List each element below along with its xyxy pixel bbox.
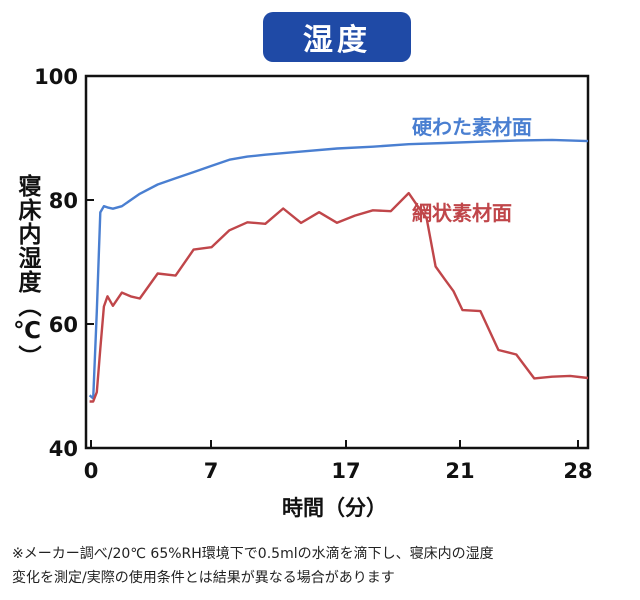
x-tick-label: 0 — [84, 459, 99, 483]
series-line-mesh — [89, 191, 589, 403]
x-axis-label: 時間（分） — [282, 496, 387, 520]
y-tick-label: 80 — [49, 189, 78, 213]
footnote-line-1: ※メーカー調べ/20℃ 65%RH環境下で0.5mlの水滴を滴下し、寝床内の湿度 — [12, 546, 494, 562]
y-axis-label: 寝床内湿度（℃） — [14, 174, 40, 369]
x-tick-label: 7 — [204, 459, 219, 483]
chart-title: 湿度 — [303, 23, 371, 58]
series-line-hard-cotton — [88, 138, 589, 400]
chart-title-badge: 湿度 — [263, 12, 411, 62]
series-label-hard-cotton: 硬わた素材面 — [412, 115, 532, 139]
y-tick-label: 40 — [49, 437, 78, 461]
y-tick-label: 60 — [49, 313, 78, 337]
footnote-line-2: 変化を測定/実際の使用条件とは結果が異なる場合があります — [12, 570, 395, 586]
x-tick-label: 17 — [331, 459, 360, 483]
series-label-mesh: 網状素材面 — [412, 201, 512, 225]
plot-frame — [84, 74, 590, 450]
x-tick-label: 21 — [445, 459, 474, 483]
y-tick-label: 100 — [34, 65, 78, 89]
x-tick-label: 28 — [563, 459, 592, 483]
footnote: ※メーカー調べ/20℃ 65%RH環境下で0.5mlの水滴を滴下し、寝床内の湿度… — [12, 542, 632, 590]
